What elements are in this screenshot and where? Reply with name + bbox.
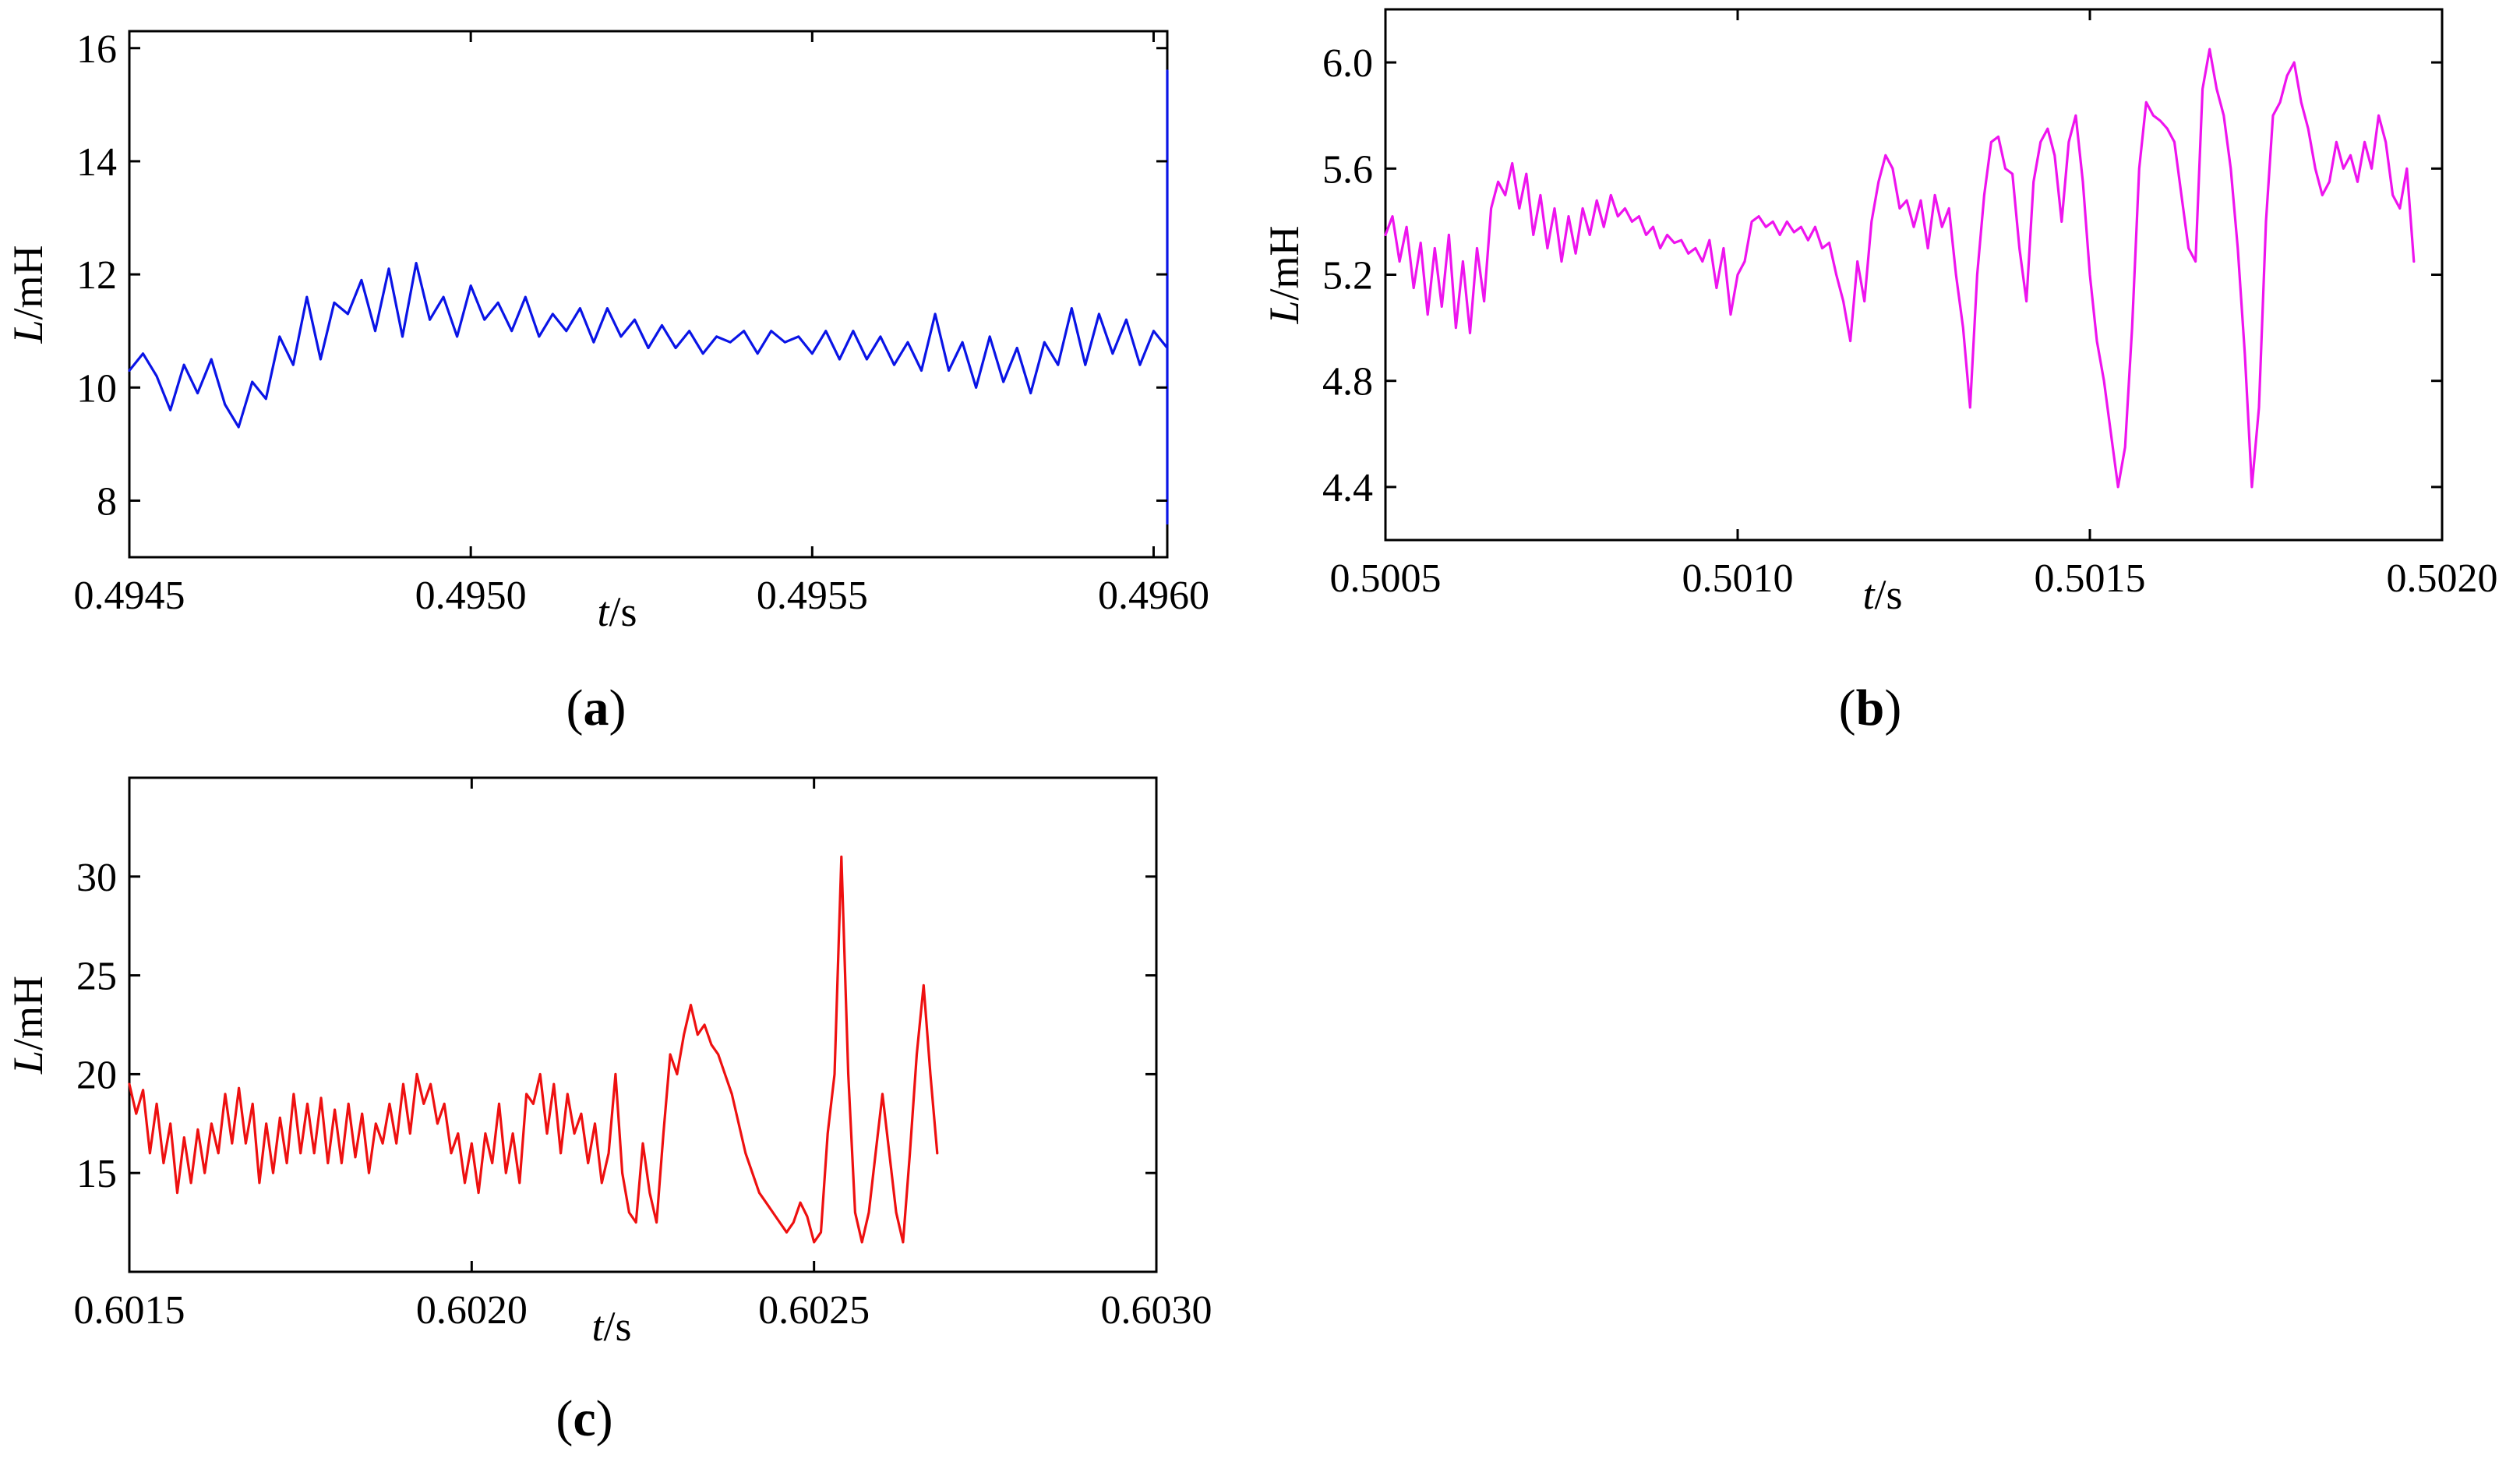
x-tick-label: 0.6030 bbox=[1101, 1288, 1212, 1333]
y-tick-label: 4.8 bbox=[1322, 360, 1373, 404]
y-tick-label: 20 bbox=[76, 1053, 117, 1097]
x-axis-label: t/s bbox=[591, 1303, 631, 1350]
x-tick-label: 0.6015 bbox=[74, 1288, 185, 1333]
y-tick-label: 5.6 bbox=[1322, 147, 1373, 192]
y-tick-label: 10 bbox=[76, 366, 117, 411]
x-axis-label: t/s bbox=[597, 588, 637, 635]
x-tick-label: 0.4955 bbox=[757, 574, 868, 618]
y-tick-label: 6.0 bbox=[1322, 41, 1373, 86]
chart-panel-b: 0.5005 0.5010 0.5015 0.5020 4.4 4.8 5.2 5.6 6.0 t… bbox=[1261, 8, 2498, 736]
y-axis-label: L/mH bbox=[1261, 225, 1308, 324]
y-tick-label: 5.2 bbox=[1322, 254, 1373, 298]
x-tick-label: 0.5015 bbox=[2035, 556, 2146, 601]
y-tick-label: 30 bbox=[76, 856, 117, 900]
y-tick-label: 15 bbox=[76, 1152, 117, 1196]
plot-frame bbox=[128, 30, 1169, 559]
y-axis-label: L/mH bbox=[5, 976, 51, 1075]
x-axis-label: t/s bbox=[1862, 571, 1902, 618]
panel-label: (b) bbox=[1839, 680, 1902, 736]
y-axis-label: L/mH bbox=[5, 245, 51, 344]
x-tick-label: 0.5020 bbox=[2387, 556, 2498, 601]
chart-panel-c: 0.6015 0.6020 0.6025 0.6030 15 20 25 30 t/s L/mH (… bbox=[5, 776, 1212, 1447]
panel-label: (a) bbox=[566, 680, 626, 736]
panel-label: (c) bbox=[556, 1390, 612, 1447]
y-tick-label: 4.4 bbox=[1322, 466, 1373, 510]
x-tick-label: 0.5005 bbox=[1330, 556, 1442, 601]
series-line-L bbox=[1384, 48, 2416, 489]
x-tick-label: 0.4960 bbox=[1098, 574, 1209, 618]
y-tick-label: 12 bbox=[76, 253, 117, 298]
y-tick-label: 16 bbox=[76, 27, 117, 72]
y-tick-label: 25 bbox=[76, 955, 117, 999]
chart-panel-a: 0.4945 0.4950 0.4955 0.4960 8 10 12 14 16 t/s L/mH… bbox=[5, 27, 1209, 736]
y-tick-label: 14 bbox=[76, 140, 117, 185]
y-tick-label: 8 bbox=[97, 479, 117, 524]
plot-frame bbox=[128, 776, 1158, 1273]
x-tick-label: 0.6025 bbox=[758, 1288, 870, 1333]
x-tick-label: 0.5010 bbox=[1682, 556, 1794, 601]
x-tick-label: 0.4950 bbox=[415, 574, 527, 618]
series-line-L bbox=[128, 69, 1169, 525]
x-tick-label: 0.4945 bbox=[74, 574, 185, 618]
series-line-L bbox=[128, 855, 939, 1244]
x-tick-label: 0.6020 bbox=[416, 1288, 528, 1333]
